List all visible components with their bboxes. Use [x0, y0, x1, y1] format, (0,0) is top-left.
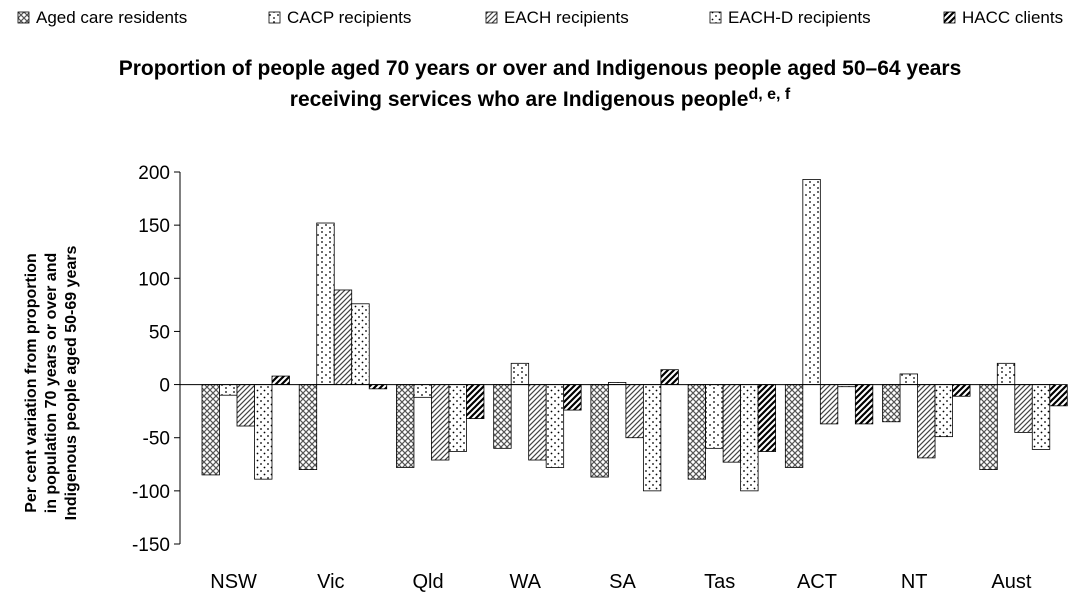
bar-aged-care-residents-wa	[493, 384, 512, 449]
bar-each-recipients-qld	[431, 384, 450, 461]
x-category-label: Aust	[991, 571, 1031, 593]
bar-each-recipients-aust	[1014, 384, 1033, 433]
x-category-label: SA	[609, 571, 636, 593]
bar-each-d-recipients-vic	[351, 303, 370, 385]
y-axis-label-line-1: Per cent variation from proportion	[23, 253, 40, 513]
bar-aged-care-residents-aust	[979, 384, 998, 471]
y-axis-label-line-2: in population 70 years or over and	[43, 253, 60, 514]
bar-each-recipients-wa	[528, 384, 547, 461]
bar-cacp-recipients-qld	[413, 384, 432, 398]
bar-cacp-recipients-vic	[316, 222, 335, 385]
chart-title-line2: receiving services who are Indigenous pe…	[290, 86, 791, 111]
y-tick-label: 100	[138, 269, 170, 290]
bar-each-recipients-act	[819, 384, 839, 425]
legend-label-cacp-recipients: CACP recipients	[287, 8, 411, 27]
x-category-label: NSW	[210, 571, 257, 593]
legend: Aged care residents CACP recipients EACH r…	[17, 8, 1063, 27]
bar-cacp-recipients-nsw	[219, 384, 238, 396]
y-tick-label: -50	[143, 429, 170, 450]
bar-cacp-recipients-wa	[510, 362, 530, 385]
bar-each-d-recipients-aust	[1031, 384, 1051, 450]
bar-each-recipients-nt	[917, 384, 936, 459]
bar-each-recipients-tas	[722, 384, 742, 463]
x-category-label: Vic	[317, 571, 344, 593]
bar-aged-care-residents-vic	[298, 384, 318, 471]
bar-cacp-recipients-tas	[705, 384, 724, 449]
legend-label-each-d-recipients: EACH-D recipients	[728, 8, 871, 27]
bar-aged-care-residents-qld	[396, 384, 415, 468]
legend-swatch-each-recipients	[485, 11, 498, 24]
bar-cacp-recipients-aust	[996, 362, 1016, 385]
chart-title: Proportion of people aged 70 years or ov…	[119, 57, 962, 80]
bar-hacc-clients-nt	[952, 384, 971, 397]
legend-swatch-each-d-recipients	[709, 11, 722, 24]
bar-each-d-recipients-nsw	[254, 384, 273, 480]
bar-hacc-clients-nsw	[271, 375, 290, 385]
x-category-label: ACT	[797, 571, 837, 593]
x-category-label: Qld	[412, 571, 443, 593]
y-tick-label: 150	[138, 216, 170, 237]
bar-aged-care-residents-nsw	[201, 384, 220, 476]
bar-each-d-recipients-nt	[934, 384, 953, 438]
y-tick-label: 200	[138, 163, 170, 184]
bar-cacp-recipients-act	[802, 179, 821, 385]
bar-each-d-recipients-wa	[545, 384, 565, 468]
y-axis-label-line-3: Indigenous people aged 50-69 years	[63, 246, 80, 521]
legend-label-hacc-clients: HACC clients	[962, 8, 1063, 27]
bar-each-d-recipients-sa	[642, 384, 662, 492]
y-axis-label: Per cent variation from proportion in po…	[23, 246, 80, 521]
y-tick-label: 0	[159, 376, 170, 397]
bar-each-recipients-nsw	[236, 384, 255, 427]
bar-aged-care-residents-nt	[882, 384, 901, 423]
y-tick-label: -150	[132, 535, 170, 556]
bar-hacc-clients-aust	[1049, 384, 1068, 407]
legend-label-each-recipients: EACH recipients	[504, 8, 629, 27]
chart-title-superscript: d, e, f	[748, 86, 790, 103]
legend-swatch-cacp-recipients	[268, 11, 281, 24]
bar-hacc-clients-act	[854, 384, 874, 425]
legend-label-aged-care-residents: Aged care residents	[36, 8, 187, 27]
y-tick-label: -100	[132, 482, 170, 503]
x-category-label: WA	[510, 571, 542, 593]
plot-area: 200 150 100 50 0 -50 -100 -150 NSW Vic Qld WA SA Tas A…	[132, 163, 1068, 593]
legend-swatch-aged-care-residents	[17, 11, 30, 24]
bar-hacc-clients-wa	[563, 384, 582, 411]
bar-hacc-clients-qld	[466, 384, 485, 419]
bar-hacc-clients-tas	[757, 384, 777, 452]
x-category-label: NT	[901, 571, 928, 593]
bar-cacp-recipients-nt	[899, 373, 918, 385]
bar-aged-care-residents-act	[784, 384, 804, 468]
legend-swatch-hacc-clients	[943, 11, 956, 24]
bar-aged-care-residents-tas	[687, 384, 707, 480]
bar-each-recipients-sa	[625, 384, 644, 439]
bar-each-d-recipients-tas	[740, 384, 759, 492]
bar-each-d-recipients-qld	[448, 384, 467, 452]
bar-hacc-clients-sa	[660, 369, 679, 385]
x-category-label: Tas	[704, 571, 735, 593]
bar-aged-care-residents-sa	[590, 384, 609, 478]
bar-hacc-clients-vic	[368, 384, 388, 390]
y-tick-label: 50	[149, 322, 170, 343]
chart-title-line2-main: receiving services who are Indigenous pe…	[290, 88, 749, 111]
bar-each-recipients-vic	[333, 289, 353, 385]
